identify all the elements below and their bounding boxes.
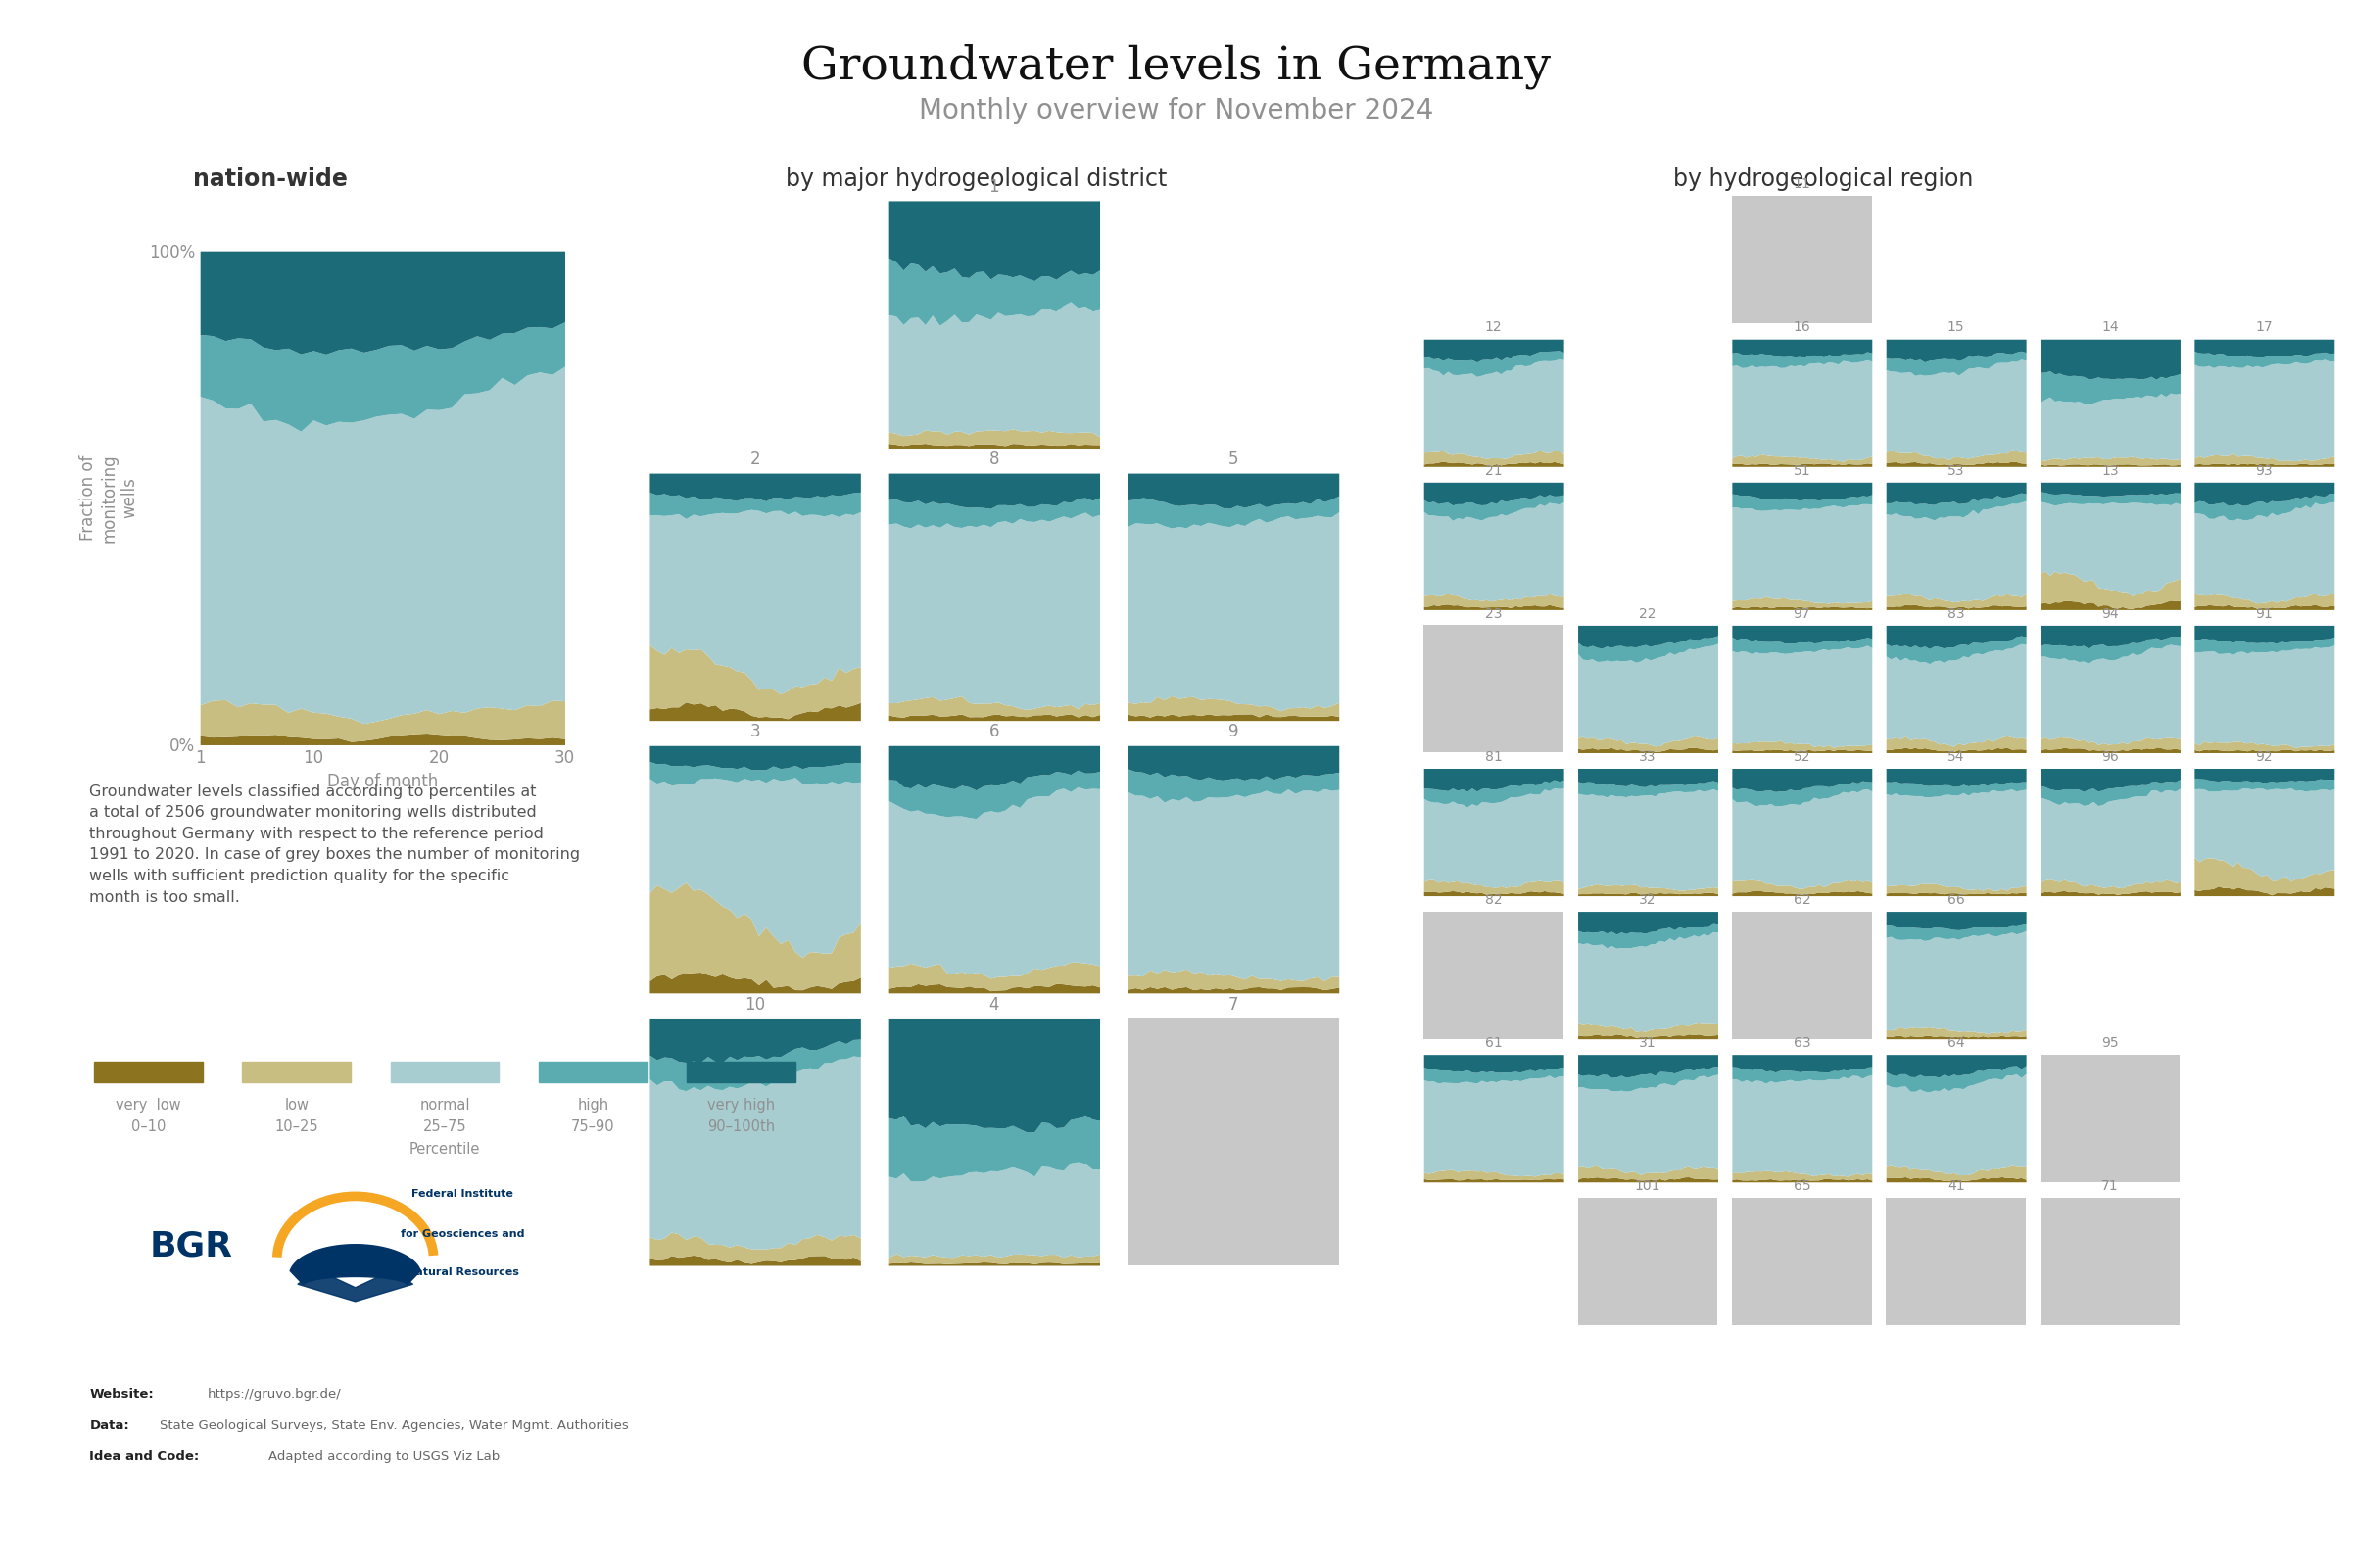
Text: 0–10: 0–10 — [132, 1120, 165, 1134]
Text: by major hydrogeological district: by major hydrogeological district — [786, 168, 1167, 191]
Text: 2: 2 — [751, 452, 760, 469]
Text: 54: 54 — [1948, 750, 1965, 764]
Text: 61: 61 — [1485, 1036, 1501, 1049]
Text: Idea and Code:: Idea and Code: — [89, 1450, 200, 1463]
Text: 96: 96 — [2101, 750, 2118, 764]
Text: 14: 14 — [2101, 321, 2118, 334]
Text: 5: 5 — [1228, 452, 1238, 469]
Text: 63: 63 — [1793, 1036, 1809, 1049]
Text: 17: 17 — [2257, 321, 2273, 334]
Text: 4: 4 — [988, 996, 1000, 1013]
Text: 41: 41 — [1948, 1179, 1965, 1193]
Text: 53: 53 — [1948, 464, 1965, 477]
Text: 75–90: 75–90 — [572, 1120, 614, 1134]
Text: 90–100th: 90–100th — [708, 1120, 774, 1134]
Text: high: high — [576, 1098, 609, 1112]
Text: 95: 95 — [2101, 1036, 2118, 1049]
Text: Adapted according to USGS Viz Lab: Adapted according to USGS Viz Lab — [268, 1450, 499, 1463]
Text: 92: 92 — [2257, 750, 2273, 764]
Text: by hydrogeological region: by hydrogeological region — [1673, 168, 1974, 191]
Text: 83: 83 — [1948, 607, 1965, 621]
Text: 21: 21 — [1485, 464, 1501, 477]
Text: State Geological Surveys, State Env. Agencies, Water Mgmt. Authorities: State Geological Surveys, State Env. Age… — [160, 1419, 628, 1432]
Text: for Geosciences and: for Geosciences and — [400, 1229, 525, 1239]
Polygon shape — [296, 1270, 414, 1301]
Text: 101: 101 — [1635, 1179, 1661, 1193]
Text: 10–25: 10–25 — [275, 1120, 318, 1134]
Text: 31: 31 — [1640, 1036, 1657, 1049]
Text: very  low: very low — [115, 1098, 181, 1112]
Text: 52: 52 — [1793, 750, 1809, 764]
Text: 32: 32 — [1640, 894, 1657, 906]
Polygon shape — [289, 1245, 421, 1284]
Text: 81: 81 — [1485, 750, 1501, 764]
Text: 12: 12 — [1485, 321, 1501, 334]
Text: 9: 9 — [1228, 723, 1238, 742]
Text: 62: 62 — [1793, 894, 1809, 906]
Text: 15: 15 — [1948, 321, 1965, 334]
Text: Federal Institute: Federal Institute — [412, 1189, 513, 1200]
Text: 65: 65 — [1793, 1179, 1809, 1193]
Text: 1: 1 — [988, 179, 1000, 196]
Text: 93: 93 — [2257, 464, 2273, 477]
Text: 25–75: 25–75 — [424, 1120, 466, 1134]
Text: very high: very high — [708, 1098, 774, 1112]
Text: BGR: BGR — [151, 1229, 233, 1262]
Text: Percentile: Percentile — [409, 1142, 480, 1156]
Text: 8: 8 — [988, 452, 1000, 469]
Text: 97: 97 — [1793, 607, 1809, 621]
Text: nation-wide: nation-wide — [193, 168, 348, 191]
Text: 6: 6 — [988, 723, 1000, 742]
Text: Monthly overview for November 2024: Monthly overview for November 2024 — [920, 97, 1433, 124]
Text: 22: 22 — [1640, 607, 1657, 621]
Text: 64: 64 — [1948, 1036, 1965, 1049]
Text: 3: 3 — [751, 723, 760, 742]
Text: 71: 71 — [2101, 1179, 2118, 1193]
X-axis label: Day of month: Day of month — [327, 773, 438, 790]
Text: https://gruvo.bgr.de/: https://gruvo.bgr.de/ — [207, 1388, 341, 1400]
Y-axis label: Fraction of
monitoring
wells: Fraction of monitoring wells — [80, 453, 139, 543]
Text: 16: 16 — [1793, 321, 1809, 334]
Text: 13: 13 — [2101, 464, 2118, 477]
Text: Website:: Website: — [89, 1388, 153, 1400]
Text: 33: 33 — [1640, 750, 1657, 764]
Text: Groundwater levels in Germany: Groundwater levels in Germany — [802, 44, 1551, 89]
Text: 66: 66 — [1948, 894, 1965, 906]
Text: 11: 11 — [1793, 177, 1809, 191]
Text: 94: 94 — [2101, 607, 2118, 621]
Text: 7: 7 — [1228, 996, 1238, 1013]
Text: 91: 91 — [2257, 607, 2273, 621]
Text: 23: 23 — [1485, 607, 1501, 621]
Text: normal: normal — [419, 1098, 471, 1112]
Text: Groundwater levels classified according to percentiles at
a total of 2506 ground: Groundwater levels classified according … — [89, 784, 581, 905]
Text: 10: 10 — [744, 996, 765, 1013]
Text: Data:: Data: — [89, 1419, 129, 1432]
Text: 82: 82 — [1485, 894, 1501, 906]
Text: low: low — [285, 1098, 308, 1112]
Text: 51: 51 — [1793, 464, 1809, 477]
Text: Natural Resources: Natural Resources — [407, 1267, 518, 1276]
